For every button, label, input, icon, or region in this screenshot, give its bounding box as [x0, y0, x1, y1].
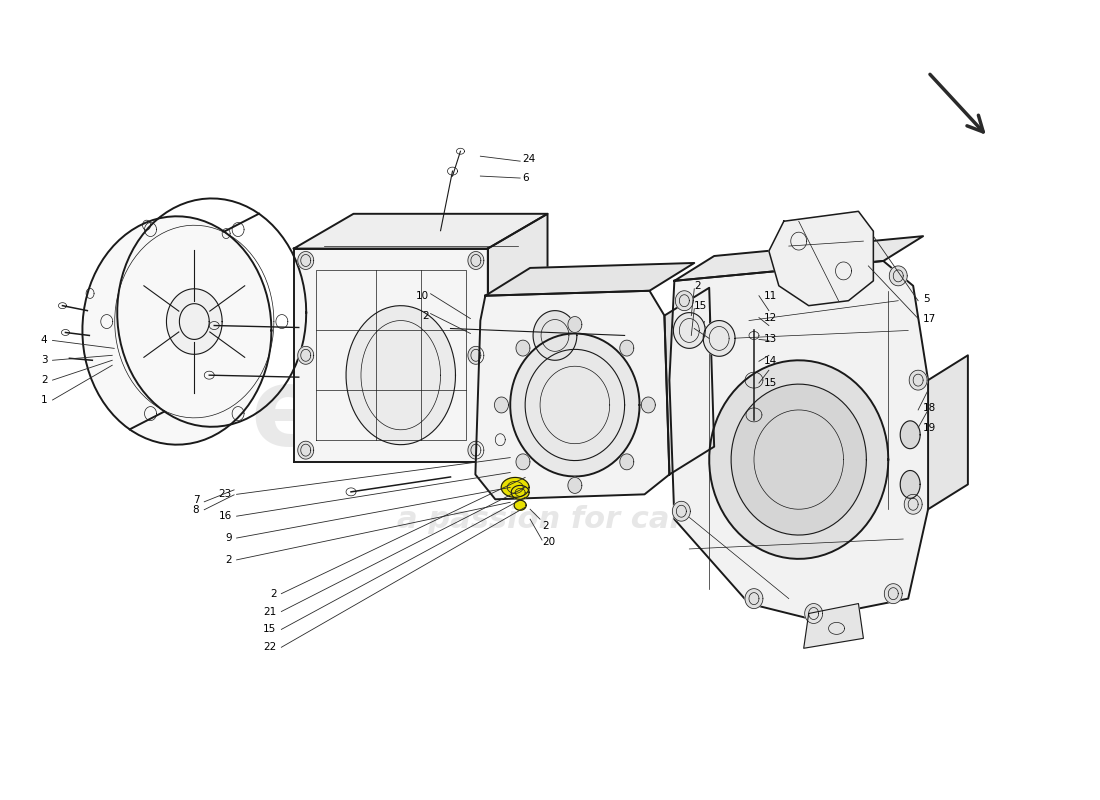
Polygon shape	[510, 334, 639, 477]
Polygon shape	[670, 261, 928, 618]
Polygon shape	[673, 313, 705, 348]
Text: 15: 15	[694, 301, 707, 310]
Text: 12: 12	[763, 313, 778, 322]
Text: 2: 2	[694, 281, 701, 290]
Polygon shape	[568, 478, 582, 494]
Polygon shape	[745, 589, 763, 609]
Text: 4: 4	[41, 335, 47, 346]
Polygon shape	[568, 317, 582, 333]
Polygon shape	[468, 251, 484, 270]
Polygon shape	[298, 251, 314, 270]
Polygon shape	[619, 340, 634, 356]
Polygon shape	[804, 603, 864, 648]
Text: 16: 16	[219, 511, 232, 521]
Polygon shape	[294, 249, 487, 462]
Text: 3: 3	[41, 355, 47, 366]
Polygon shape	[512, 486, 529, 499]
Text: 2: 2	[542, 521, 549, 531]
Polygon shape	[534, 310, 576, 360]
Text: 1: 1	[41, 395, 47, 405]
Polygon shape	[485, 263, 694, 296]
Polygon shape	[904, 494, 922, 514]
Polygon shape	[910, 370, 927, 390]
Polygon shape	[166, 289, 222, 354]
Text: 5: 5	[923, 294, 930, 304]
Polygon shape	[502, 478, 529, 498]
Polygon shape	[928, 355, 968, 510]
Polygon shape	[298, 346, 314, 364]
Polygon shape	[900, 421, 920, 449]
Polygon shape	[805, 603, 823, 623]
Polygon shape	[346, 306, 455, 445]
Polygon shape	[516, 454, 530, 470]
Polygon shape	[619, 454, 634, 470]
Polygon shape	[710, 360, 889, 559]
Polygon shape	[468, 442, 484, 459]
Text: 13: 13	[763, 334, 778, 345]
Polygon shape	[475, 290, 670, 499]
Polygon shape	[514, 500, 526, 510]
Text: 085: 085	[746, 330, 833, 371]
Polygon shape	[889, 266, 908, 286]
Polygon shape	[769, 211, 873, 306]
Polygon shape	[495, 397, 508, 413]
Polygon shape	[672, 502, 691, 521]
Polygon shape	[664, 288, 714, 474]
Text: 23: 23	[219, 490, 232, 499]
Text: 14: 14	[694, 321, 707, 330]
Text: 18: 18	[923, 403, 936, 413]
Text: 15: 15	[263, 624, 276, 634]
Text: 11: 11	[763, 290, 778, 301]
Text: 19: 19	[923, 423, 936, 433]
Text: 24: 24	[522, 154, 536, 164]
Text: europarts: europarts	[251, 362, 849, 468]
Polygon shape	[298, 442, 314, 459]
Polygon shape	[732, 384, 867, 535]
Text: 21: 21	[263, 606, 276, 617]
Polygon shape	[674, 236, 923, 281]
Polygon shape	[294, 214, 548, 249]
Polygon shape	[82, 216, 272, 445]
Polygon shape	[487, 214, 548, 462]
Polygon shape	[703, 321, 735, 356]
Text: 2: 2	[41, 375, 47, 385]
Polygon shape	[884, 584, 902, 603]
Text: 2: 2	[226, 555, 232, 565]
Text: 2: 2	[270, 589, 276, 598]
Text: 6: 6	[522, 173, 529, 183]
Text: 14: 14	[763, 356, 778, 366]
Text: 10: 10	[416, 290, 429, 301]
Text: 17: 17	[923, 314, 936, 323]
Text: a passion for cars: a passion for cars	[397, 505, 703, 534]
Text: 20: 20	[542, 537, 556, 547]
Text: 9: 9	[226, 533, 232, 543]
Polygon shape	[641, 397, 656, 413]
Text: 7: 7	[192, 495, 199, 505]
Polygon shape	[900, 470, 920, 498]
Text: 15: 15	[763, 378, 778, 388]
Polygon shape	[516, 340, 530, 356]
Polygon shape	[468, 346, 484, 364]
Text: 8: 8	[192, 505, 199, 514]
Text: 22: 22	[263, 642, 276, 652]
Polygon shape	[675, 290, 693, 310]
Text: 2: 2	[422, 310, 429, 321]
